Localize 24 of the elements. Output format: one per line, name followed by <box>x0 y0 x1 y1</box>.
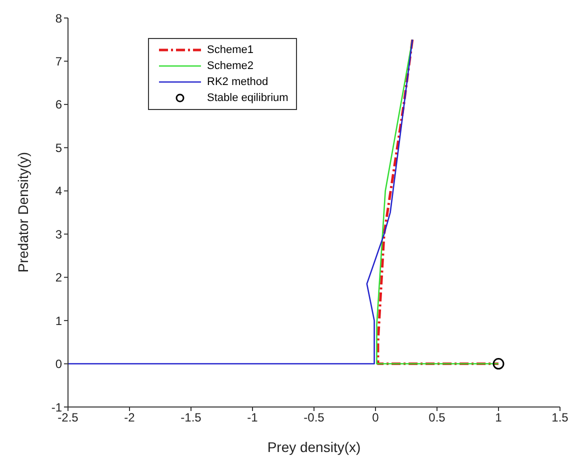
legend-label: RK2 method <box>207 76 268 88</box>
y-tick-label: 1 <box>55 314 62 328</box>
x-tick-label: 0 <box>372 410 380 425</box>
y-tick-label: 0 <box>55 357 62 372</box>
y-tick-label: 4 <box>55 184 62 198</box>
x-tick-label: 1 <box>495 410 502 425</box>
legend-label: Stable eqilibrium <box>207 92 288 104</box>
x-tick-label: 1.5 <box>552 410 569 425</box>
y-axis-title: Predator Density(y) <box>14 152 31 272</box>
x-tick-label: -1.5 <box>180 410 202 425</box>
x-axis-title: Prey density(x) <box>267 439 361 455</box>
x-tick-label: 0.5 <box>428 410 446 425</box>
legend-label: Scheme1 <box>207 44 254 56</box>
y-tick-label: 7 <box>55 54 62 68</box>
y-tick-label: 6 <box>55 98 62 112</box>
y-tick-label: 3 <box>55 227 62 242</box>
x-tick-label: -1 <box>247 410 258 425</box>
x-tick-label: -0.5 <box>304 410 325 425</box>
y-tick-label: 2 <box>55 270 62 285</box>
line-series <box>68 38 414 364</box>
legend-label: Scheme2 <box>207 60 254 72</box>
y-tick-label: 8 <box>55 11 62 26</box>
x-tick-label: -2 <box>124 410 136 425</box>
y-tick-label: 5 <box>55 140 62 155</box>
